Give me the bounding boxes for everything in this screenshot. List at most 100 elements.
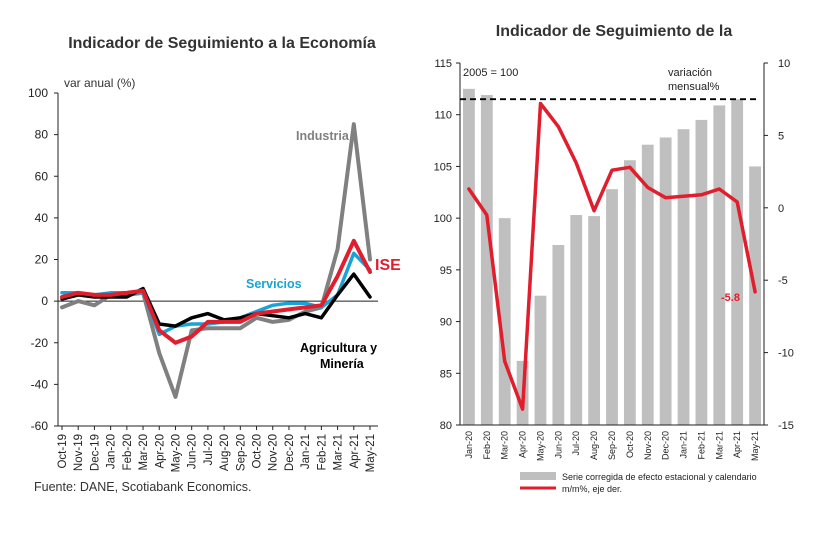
left-x-tick-label: Jan-21	[300, 434, 312, 469]
bar-Nov-20	[641, 144, 654, 426]
right-y-tick-label: 110	[434, 110, 452, 122]
left-y-tick-label: 20	[35, 253, 49, 267]
right-y-tick-label: 115	[434, 58, 452, 70]
series-line-ise	[60, 238, 372, 345]
left-y-tick-label: 100	[28, 86, 48, 100]
right-x-tick-label: Oct-20	[625, 431, 635, 458]
bar-Oct-20	[623, 160, 636, 426]
right-y-tick-label: 80	[440, 420, 452, 432]
right-axes: 80 85 90 95 100 105 110 115 -15 -10 -5 0 5 10 Jan-20 Fe…	[434, 58, 794, 461]
left-y-tick-label: 0	[41, 294, 48, 308]
left-x-tick-label: Oct-19	[57, 434, 69, 469]
right-x-tick-label: Mar-20	[500, 431, 510, 460]
source-note: Fuente: DANE, Scotiabank Economics.	[34, 480, 251, 494]
right-x-tick-label: Jan-20	[464, 431, 474, 459]
left-axes: -60 -40 -20 0 20 40 60 80 100 Oct-19 Nov-19 Dec-19 J…	[28, 86, 378, 472]
callout-label: -5.8	[721, 292, 740, 304]
left-y-tick-label: 40	[35, 211, 49, 225]
bar-Jul-20	[570, 215, 583, 425]
right-x-tick-label: Jul-20	[571, 431, 581, 456]
right-x-tick-label: Sep-20	[607, 431, 617, 460]
bar-Feb-21	[695, 119, 708, 425]
right-bars	[463, 88, 761, 426]
right-y2-tick-label: -10	[778, 348, 794, 360]
bar-Mar-21	[713, 105, 726, 426]
right-y-tick-label: 100	[434, 213, 452, 225]
series-line-agricultura	[60, 272, 372, 328]
right-x-tick-label: Jan-21	[679, 431, 689, 459]
left-x-tick-label: Mar-20	[138, 434, 150, 470]
right-mm-line	[467, 101, 757, 411]
right-y-tick-label: 85	[440, 368, 452, 380]
bar-Aug-20	[588, 216, 601, 425]
series-label-industria: Industria	[296, 129, 350, 143]
left-y-tick-label: 80	[35, 128, 49, 142]
right-y2-tick-label: -15	[778, 420, 794, 432]
left-x-tick-label: Feb-20	[122, 434, 134, 470]
bar-Dec-20	[659, 137, 672, 425]
right-x-tick-label: May-21	[750, 431, 760, 461]
series-label-ise: ISE	[375, 257, 401, 274]
right-y2-tick-label: -5	[778, 275, 788, 287]
right-y-tick-label: 95	[440, 265, 452, 277]
left-x-tick-label: May-20	[170, 434, 182, 472]
right-axis-label-line2: mensual%	[668, 81, 720, 93]
left-x-tick-label: Aug-20	[219, 434, 231, 471]
legend-label-line: m/m%, eje der.	[562, 484, 622, 494]
bar-Sep-20	[606, 189, 618, 425]
left-x-tick-label: May-21	[365, 434, 377, 472]
right-x-tick-label: Feb-20	[482, 431, 492, 460]
right-axis-label-line1: variación	[668, 67, 712, 79]
bar-Mar-20	[498, 218, 511, 425]
bar-May-20	[534, 295, 547, 425]
right-y2-tick-label: 5	[778, 130, 784, 142]
bar-Jun-20	[552, 245, 565, 425]
left-x-tick-label: Sep-20	[235, 434, 247, 471]
bar-Feb-20	[480, 95, 493, 425]
right-y2-tick-label: 0	[778, 203, 784, 215]
legend-label-bars: Serie corregida de efecto estacional y c…	[562, 472, 757, 482]
left-series-lines	[60, 122, 372, 399]
left-x-tick-label: Nov-19	[73, 434, 85, 471]
right-x-tick-label: Mar-21	[714, 431, 724, 460]
left-x-tick-label: Mar-21	[333, 434, 345, 470]
series-label-agricultura-line2: Minería	[320, 357, 365, 371]
left-x-tick-label: Dec-19	[89, 434, 101, 471]
right-y-tick-label: 105	[434, 161, 452, 173]
right-x-tick-label: Aug-20	[589, 431, 599, 460]
series-label-servicios: Servicios	[246, 277, 302, 291]
left-y-tick-label: 60	[35, 169, 49, 183]
right-y2-tick-label: 10	[778, 58, 790, 70]
left-x-tick-label: Apr-20	[154, 434, 166, 469]
left-y-tick-label: -60	[31, 419, 49, 433]
left-x-tick-label: Apr-21	[349, 434, 361, 469]
mm-change-line	[467, 101, 757, 411]
left-x-tick-label: Oct-20	[252, 434, 264, 469]
bar-Jan-20	[463, 88, 475, 425]
left-x-tick-label: Jun-20	[187, 434, 199, 469]
right-x-tick-label: Feb-21	[696, 431, 706, 460]
series-line-industria	[60, 122, 372, 399]
left-x-tick-label: Jul-20	[203, 434, 215, 465]
right-chart: Indicador de Seguimiento de la 80 85 90 95 1…	[434, 23, 794, 494]
right-chart-title: Indicador de Seguimiento de la	[496, 23, 733, 40]
right-x-tick-label: Apr-20	[518, 431, 528, 458]
left-y-tick-label: -20	[31, 336, 49, 350]
left-x-tick-label: Jan-20	[106, 434, 118, 469]
left-chart: Indicador de Seguimiento a la Economía v…	[28, 35, 401, 494]
right-x-tick-label: Dec-20	[661, 431, 671, 460]
left-x-tick-label: Dec-20	[284, 434, 296, 471]
right-legend: Serie corregida de efecto estacional y c…	[520, 472, 757, 494]
bar-Apr-21	[731, 99, 744, 425]
right-x-tick-label: Nov-20	[643, 431, 653, 460]
right-x-tick-label: May-20	[535, 431, 545, 461]
right-x-tick-label: Jun-20	[553, 431, 563, 459]
left-x-tick-label: Nov-20	[268, 434, 280, 471]
right-x-tick-label: Apr-21	[732, 431, 742, 458]
left-chart-ylabel: var anual (%)	[64, 76, 135, 90]
base-label: 2005 = 100	[463, 67, 518, 79]
series-label-agricultura-line1: Agricultura y	[300, 341, 377, 355]
right-y-tick-label: 90	[440, 317, 452, 329]
bar-May-21	[749, 166, 761, 425]
